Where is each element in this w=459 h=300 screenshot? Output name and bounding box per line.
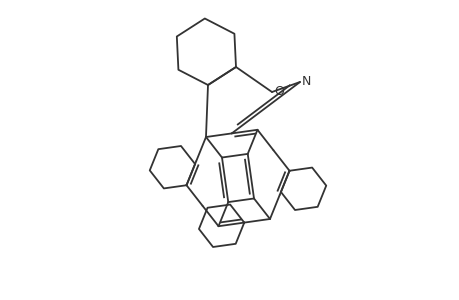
Text: O: O: [274, 85, 283, 98]
Text: N: N: [302, 74, 311, 88]
